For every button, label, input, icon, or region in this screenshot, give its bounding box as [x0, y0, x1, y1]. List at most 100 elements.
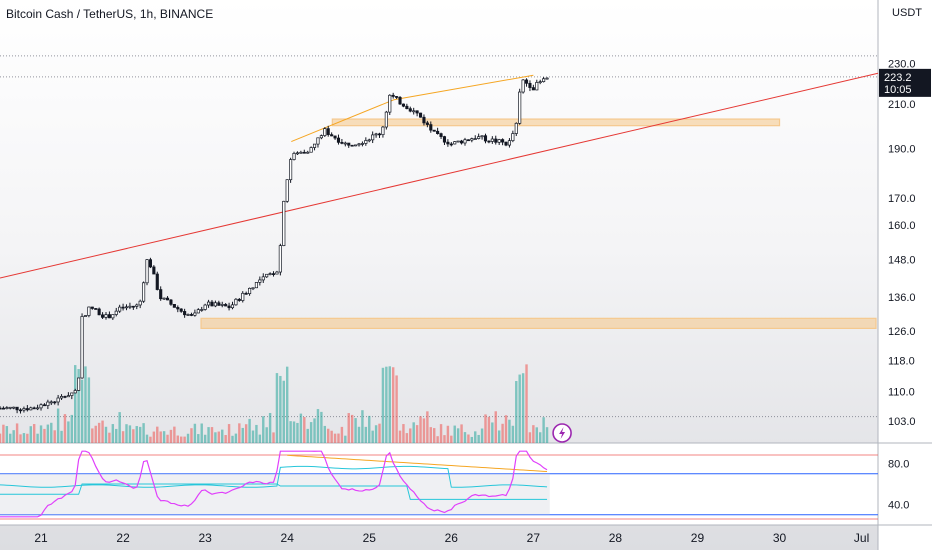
candle-body: [388, 94, 392, 113]
lightning-bolt-icon-glyph: [559, 427, 566, 439]
time-tick-8: 29: [691, 531, 705, 545]
price-tick-7: 126.0: [888, 326, 916, 338]
volume-bar: [299, 413, 303, 443]
lightning-bolt-icon: [552, 423, 572, 443]
volume-bar: [258, 434, 262, 443]
indicator-orange-line: [287, 454, 548, 473]
time-tick-7: 28: [609, 531, 623, 545]
candle-body: [312, 143, 317, 148]
candle-body: [347, 142, 351, 146]
volume-bar: [504, 415, 508, 443]
candle-body: [25, 408, 29, 411]
price-tick-3: 170.0: [888, 193, 916, 205]
candle-body: [436, 130, 440, 134]
volume-bar: [22, 433, 26, 443]
candle-body: [145, 259, 149, 284]
candle-body: [535, 82, 539, 91]
volume-bar: [214, 432, 217, 443]
volume-bar: [190, 428, 193, 443]
volume-bar: [125, 424, 128, 443]
price-tick-8: 118.0: [888, 355, 915, 367]
candle-body: [114, 310, 118, 315]
volume-bar: [262, 416, 265, 443]
candle-body: [213, 302, 217, 307]
candle-body: [538, 81, 542, 83]
volume-bar: [402, 424, 405, 443]
candle-body: [101, 314, 105, 318]
candle-body: [275, 271, 279, 275]
candle-body: [80, 316, 84, 379]
price-tick-4: 160.0: [888, 220, 916, 232]
candle-body: [446, 141, 450, 145]
candle-body: [408, 108, 412, 112]
candle-body: [453, 141, 457, 145]
candle-body: [330, 134, 334, 137]
candle-body: [104, 314, 108, 318]
chart-title: Bitcoin Cash / TetherUS, 1h, BINANCE: [6, 7, 214, 21]
volume-bar: [9, 433, 12, 443]
volume-bar: [46, 424, 50, 443]
candle-body: [1, 407, 5, 410]
candle-body: [261, 276, 265, 281]
candle-body: [87, 306, 91, 316]
volume-bar: [128, 425, 132, 443]
volume-bar: [210, 427, 214, 443]
candle-body: [32, 407, 36, 410]
candle-body: [333, 135, 337, 139]
candle-body: [77, 377, 81, 391]
candle-body: [46, 401, 50, 406]
volume-bar: [347, 413, 350, 443]
volume-bar: [313, 418, 316, 443]
candle-body: [183, 311, 187, 316]
time-tick-10: Jul: [854, 531, 869, 545]
candle-body: [111, 314, 115, 319]
rsi-line: [0, 450, 548, 518]
candle-body: [196, 309, 200, 314]
volume-bar: [463, 432, 467, 443]
candle-body: [299, 151, 303, 154]
volume-bar: [388, 366, 391, 443]
candle-body: [326, 128, 330, 135]
volume-bar: [80, 379, 84, 443]
volume-bar: [405, 433, 409, 443]
volume-bar: [217, 431, 221, 443]
volume-bar: [487, 416, 491, 443]
candle-body: [186, 314, 190, 316]
candle-body: [265, 273, 269, 278]
time-tick-0: 21: [34, 531, 48, 545]
volume-bar: [316, 409, 320, 443]
candle-body: [217, 302, 221, 306]
volume-bar: [354, 418, 357, 443]
last-price-value: 223.2: [884, 72, 912, 84]
candle-body: [511, 133, 515, 142]
candle-body: [278, 245, 282, 273]
volume-bar: [340, 426, 344, 443]
candle-body: [456, 140, 460, 143]
volume-bar: [282, 380, 285, 443]
candle-body: [518, 91, 522, 124]
volume-bar: [409, 428, 412, 443]
candle-body: [425, 122, 429, 125]
volume-bar: [115, 428, 118, 443]
price-tick-6: 136.0: [888, 292, 916, 304]
price-tick-10: 103.0: [888, 416, 916, 428]
volume-bar: [5, 426, 9, 443]
volume-bar: [545, 427, 549, 443]
candle-body: [128, 305, 132, 308]
time-tick-2: 23: [198, 531, 212, 545]
volume-bar: [12, 430, 15, 443]
candle-body: [29, 407, 33, 411]
candle-body: [138, 300, 142, 306]
volume-bar: [70, 414, 74, 443]
candle-body: [545, 77, 549, 80]
volume-bar: [159, 431, 162, 443]
candle-body: [405, 105, 409, 110]
volume-bar: [169, 429, 173, 443]
last-price-label: [879, 68, 931, 97]
volume-bar: [484, 414, 487, 443]
volume-bar: [26, 433, 29, 443]
candle-body: [15, 406, 19, 411]
volume-bar: [248, 418, 251, 443]
volume-bar: [357, 426, 361, 443]
